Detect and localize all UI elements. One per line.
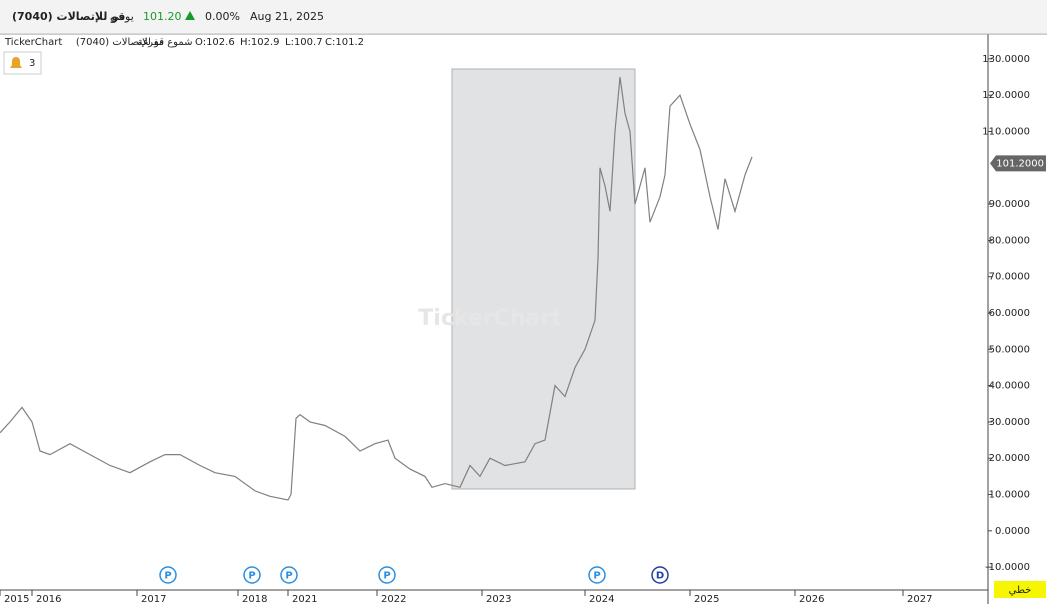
legend-high: H:102.9 — [240, 37, 280, 48]
x-tick-label: 2024 — [589, 594, 614, 604]
last-price-tag — [990, 155, 1046, 172]
y-tick-label: -10.0000 — [985, 562, 1030, 573]
y-tick-label: 20.0000 — [989, 453, 1030, 464]
legend-brand: TickerChart — [4, 37, 62, 48]
alert-button[interactable] — [3, 51, 42, 75]
event-marker — [651, 566, 669, 584]
event-label: P — [383, 571, 390, 582]
chart-mode[interactable]: خطي — [1009, 585, 1032, 596]
header: قو للإتصالات (7040) يومي 101.20 0.00% Au… — [0, 0, 1047, 34]
x-tick-label: 2023 — [486, 594, 511, 604]
event-marker — [243, 566, 261, 584]
x-tick-label: 2022 — [381, 594, 406, 604]
period[interactable]: يومي — [110, 10, 134, 23]
change: 0.00% — [205, 10, 240, 23]
x-tick-label: 2017 — [141, 594, 166, 604]
y-tick-label: 70.0000 — [989, 272, 1030, 283]
event-marker — [588, 566, 606, 584]
chart: TickerChart TickerChart قو للإتصالات (70… — [0, 34, 1047, 604]
x-tick-label: 2018 — [242, 594, 267, 604]
y-tick-label: 30.0000 — [989, 417, 1030, 428]
range-highlight — [451, 68, 636, 490]
event-label: P — [164, 571, 171, 582]
alert-count: 3 — [29, 58, 35, 69]
mode-button[interactable] — [994, 581, 1046, 598]
x-tick-label: 2025 — [694, 594, 719, 604]
y-tick-label: 10.0000 — [989, 490, 1030, 501]
x-tick-label: 2021 — [292, 594, 317, 604]
event-label: D — [656, 571, 664, 582]
event-label: P — [248, 571, 255, 582]
symbol: قو للإتصالات (7040) — [12, 10, 126, 23]
event-marker — [378, 566, 396, 584]
x-tick-label: 2027 — [907, 594, 932, 604]
price: 101.20 — [143, 10, 182, 23]
legend-symbol: قو للإتصالات (7040) — [76, 37, 164, 48]
legend-close: C:101.2 — [325, 37, 364, 48]
legend-open: O:102.6 — [195, 37, 235, 48]
up-arrow — [185, 11, 195, 20]
plot: TickerChart — [0, 68, 753, 501]
event-marker — [280, 566, 298, 584]
y-tick-label: 130.0000 — [982, 54, 1030, 65]
y-tick-label: 90.0000 — [989, 199, 1030, 210]
y-tick-label: 80.0000 — [989, 235, 1030, 246]
y-tick-label: 0.0000 — [995, 526, 1030, 537]
event-label: P — [593, 571, 600, 582]
y-tick-label: 60.0000 — [989, 308, 1030, 319]
y-tick-label: 110.0000 — [982, 126, 1030, 137]
event-marker — [159, 566, 177, 584]
x-tick-label: 2016 — [36, 594, 61, 604]
legend-low: L:100.7 — [285, 37, 323, 48]
y-tick-label: 120.0000 — [982, 90, 1030, 101]
y-tick-label: 50.0000 — [989, 344, 1030, 355]
legend-style: شموع مفرغة — [138, 37, 193, 48]
watermark: TickerChart — [418, 306, 562, 331]
x-tick-label: 2015 — [4, 594, 29, 604]
event-label: P — [285, 571, 292, 582]
bell-icon — [10, 57, 22, 68]
date: Aug 21, 2025 — [250, 10, 324, 23]
x-tick-label: 2026 — [799, 594, 824, 604]
last-price-label: 101.2000 — [996, 158, 1044, 169]
price-line — [0, 76, 753, 501]
y-tick-label: 40.0000 — [989, 381, 1030, 392]
